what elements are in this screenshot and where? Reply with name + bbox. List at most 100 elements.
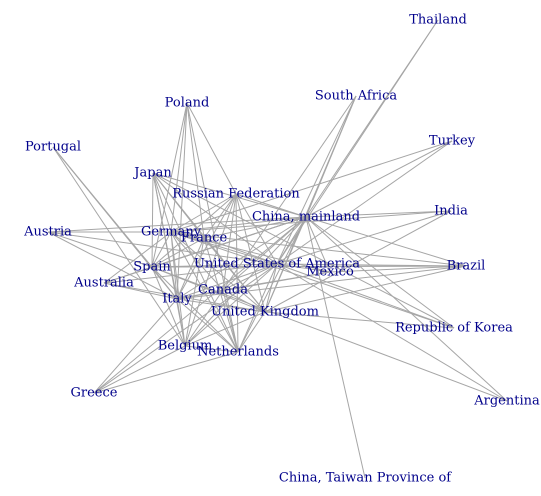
- edge-canada-uk: [222, 289, 266, 313]
- edge-usa-belgium: [184, 263, 278, 347]
- edge-germany-belgium: [170, 231, 186, 347]
- node-label-australia: Australia: [73, 276, 134, 291]
- edge-usa-italy: [176, 263, 278, 300]
- edge-japan-spain: [151, 172, 154, 268]
- edge-australia-italy: [103, 282, 178, 300]
- edge-france-italy: [176, 237, 205, 300]
- edge-south_africa-usa: [276, 95, 357, 265]
- edge-italy-uk: [176, 298, 266, 313]
- edge-japan-germany: [152, 172, 172, 233]
- edge-france-uk: [203, 237, 266, 313]
- edge-china-korea: [305, 216, 455, 329]
- edge-india-uk: [264, 210, 452, 313]
- edge-australia-spain: [103, 266, 153, 284]
- node-label-china: China, mainland: [252, 210, 360, 225]
- node-label-poland: Poland: [165, 96, 210, 111]
- node-label-france: France: [181, 231, 228, 246]
- node-label-brazil: Brazil: [447, 259, 486, 274]
- edge-korea-japan: [152, 172, 455, 329]
- edge-china-usa: [276, 216, 307, 265]
- node-label-greece: Greece: [71, 386, 118, 401]
- edge-uk-belgium: [184, 311, 266, 347]
- edge-russia-germany: [170, 193, 237, 233]
- node-label-canada: Canada: [198, 283, 248, 298]
- edge-china-germany: [170, 216, 307, 233]
- edge-spain-netherlands: [151, 266, 239, 353]
- edge-china-argentina: [305, 216, 508, 402]
- edge-usa-canada: [222, 263, 278, 291]
- edge-russia-uk: [235, 193, 266, 313]
- edge-japan-china: [152, 172, 307, 218]
- edge-poland-france: [186, 102, 205, 239]
- edge-russia-belgium: [184, 193, 237, 347]
- edge-usa-mexico: [276, 263, 331, 273]
- edge-italy-netherlands: [176, 298, 239, 353]
- node-label-austria: Austria: [23, 225, 72, 240]
- edge-brazil-spain: [151, 265, 467, 268]
- edge-china-brazil: [305, 216, 467, 267]
- edge-russia-usa: [235, 193, 278, 265]
- edge-netherlands-greece: [93, 351, 239, 394]
- edge-china-taiwan: [305, 216, 366, 479]
- edge-austria-spain: [47, 231, 153, 268]
- edge-layer: [47, 19, 508, 479]
- edge-germany-netherlands: [170, 231, 239, 353]
- edge-australia-germany: [103, 231, 172, 284]
- edge-austria-italy: [47, 231, 178, 300]
- edge-canada-belgium: [184, 289, 224, 347]
- edge-france-spain: [151, 237, 205, 268]
- edge-china-belgium: [184, 216, 307, 347]
- edge-japan-netherlands: [152, 172, 239, 353]
- node-label-japan: Japan: [132, 166, 172, 181]
- edge-brazil-italy: [176, 265, 467, 300]
- node-label-turkey: Turkey: [429, 134, 476, 149]
- edge-turkey-china: [305, 140, 453, 218]
- edge-italy-belgium: [176, 298, 186, 347]
- edge-china-india: [305, 210, 452, 218]
- edge-china-greece: [93, 216, 307, 394]
- edge-india-usa: [276, 210, 452, 265]
- edge-poland-russia: [186, 102, 237, 195]
- edge-russia-netherlands: [235, 193, 239, 353]
- node-label-thailand: Thailand: [409, 13, 467, 28]
- edge-austria-china: [47, 216, 307, 233]
- edge-usa-greece: [93, 263, 278, 394]
- edge-turkey-germany: [170, 140, 453, 233]
- edge-canada-italy: [176, 289, 224, 300]
- edge-usa-argentina: [276, 263, 508, 402]
- edge-turkey-usa: [276, 140, 453, 265]
- edge-uk-netherlands: [237, 311, 266, 353]
- edge-belgium-netherlands: [184, 345, 239, 353]
- edge-china-mexico: [305, 216, 331, 273]
- node-label-uk: United Kingdom: [211, 305, 319, 320]
- node-label-india: India: [434, 204, 468, 219]
- edge-poland-germany: [170, 102, 188, 233]
- node-label-netherlands: Netherlands: [197, 345, 279, 360]
- edge-uk-korea: [264, 311, 455, 329]
- node-label-argentina: Argentina: [473, 394, 540, 409]
- edge-germany-usa: [170, 231, 278, 265]
- edge-russia-france: [203, 193, 237, 239]
- node-label-korea: Republic of Korea: [395, 321, 513, 336]
- edge-india-germany: [170, 210, 452, 233]
- node-label-belgium: Belgium: [158, 339, 213, 354]
- edge-germany-brazil: [170, 231, 467, 267]
- edge-portugal-italy: [52, 146, 178, 300]
- edge-portugal-belgium: [52, 146, 186, 347]
- edge-france-belgium: [184, 237, 205, 347]
- edge-france-usa: [203, 237, 278, 265]
- edge-germany-spain: [151, 231, 172, 268]
- edge-argentina-spain: [151, 266, 508, 402]
- node-label-taiwan: China, Taiwan Province of: [279, 471, 452, 486]
- edge-mexico-brazil: [329, 265, 467, 273]
- node-label-spain: Spain: [133, 260, 171, 275]
- edge-germany-mexico: [170, 231, 331, 273]
- edge-brazil-uk: [264, 265, 467, 313]
- node-label-russia: Russian Federation: [172, 187, 300, 202]
- node-label-mexico: Mexico: [306, 265, 354, 280]
- node-label-usa: United States of America: [194, 257, 360, 272]
- edge-usa-korea: [276, 263, 455, 329]
- edge-thailand-usa: [276, 19, 439, 265]
